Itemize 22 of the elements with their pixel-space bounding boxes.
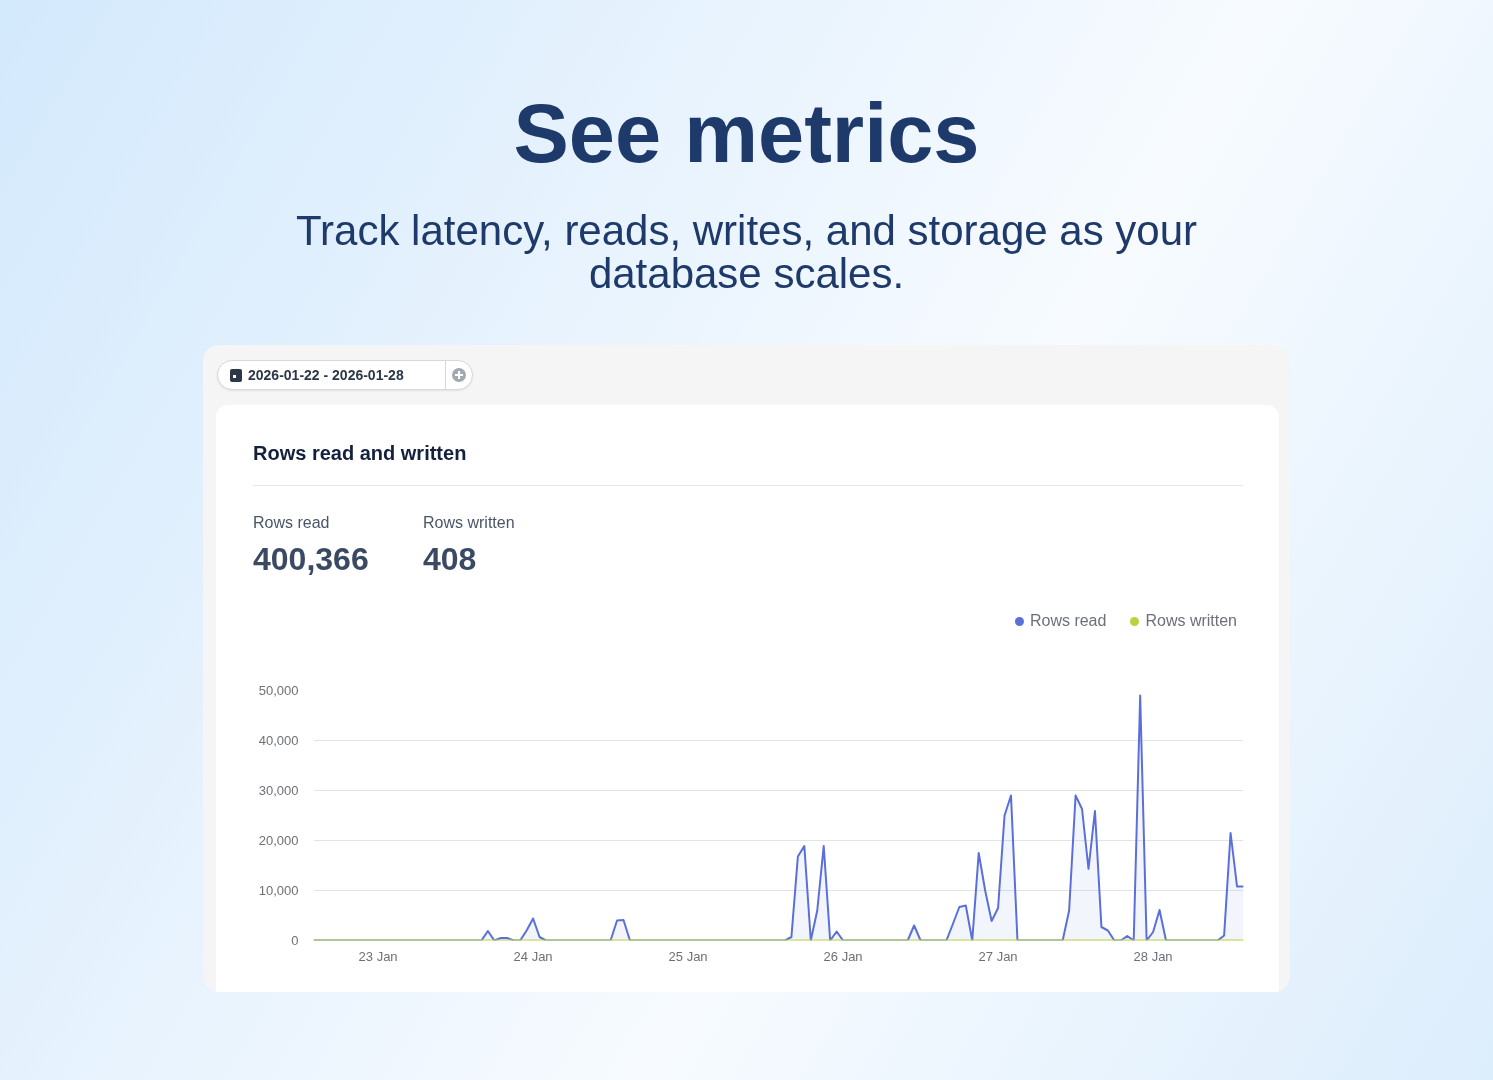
x-tick-label: 27 Jan: [978, 948, 1018, 964]
x-tick-label: 24 Jan: [513, 948, 553, 964]
text: Rows written: [423, 513, 516, 533]
x-tick-label: 25 Jan: [668, 948, 708, 964]
text: 400,366: [253, 541, 370, 577]
y-tick-label: 30,000: [258, 783, 299, 798]
text: Rows read: [253, 513, 331, 533]
y-tick-label: 0: [291, 933, 299, 948]
text: 408: [423, 541, 478, 577]
x-tick-label: 26 Jan: [823, 948, 863, 964]
legend-label: Rows read: [1029, 611, 1107, 631]
x-tick-label: 23 Jan: [358, 948, 398, 964]
text: 2026-01-22 - 2026-01-28: [248, 366, 404, 385]
x-tick-label: 28 Jan: [1133, 948, 1173, 964]
y-tick-label: 40,000: [258, 733, 299, 748]
legend-label: Rows written: [1145, 611, 1237, 631]
y-tick-label: 20,000: [258, 833, 299, 848]
chart-subtitle: Track latency, reads, writes, and storage as your database scales.: [294, 207, 1199, 297]
chart-title: See metrics: [512, 86, 981, 180]
y-tick-label: 50,000: [258, 683, 299, 698]
text: Rows read and written: [253, 405, 1243, 486]
y-tick-label: 10,000: [258, 883, 299, 898]
